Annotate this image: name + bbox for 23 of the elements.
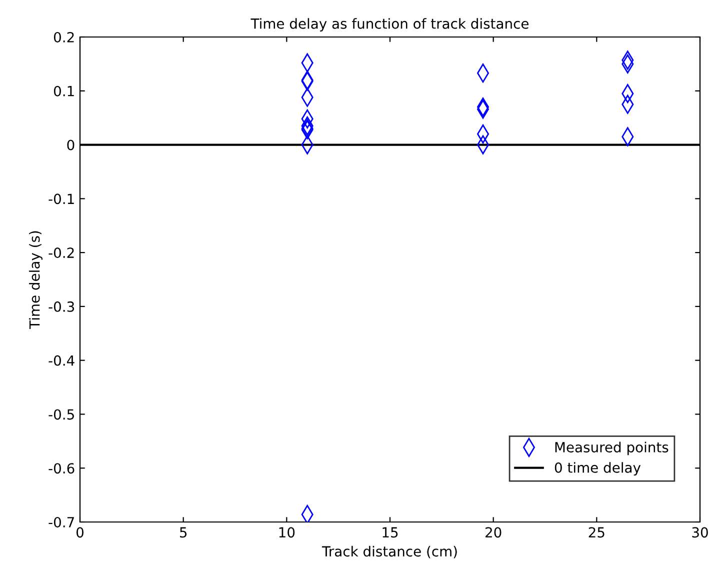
y-tick-label: 0.2 [54, 32, 74, 42]
x-tick-label: 0 [76, 527, 84, 538]
x-tick-label: 10 [279, 527, 295, 538]
y-tick-label: -0.1 [48, 194, 74, 204]
chart-title: Time delay as function of track distance [250, 18, 529, 32]
y-tick-label: -0.7 [48, 516, 74, 528]
legend-label: 0 time delay [554, 462, 641, 476]
x-tick-label: 5 [180, 527, 187, 538]
y-tick-label: -0.6 [48, 463, 74, 474]
x-tick-label: 15 [382, 527, 398, 538]
x-tick-label: 25 [588, 527, 604, 538]
y-tick-label: 0.1 [54, 86, 74, 96]
point [301, 504, 314, 522]
y-tick-label: -0.4 [48, 355, 74, 366]
y-axis-title: Time delay (s) [29, 231, 42, 329]
y-tick-label: -0.5 [48, 409, 74, 420]
x-tick-label: 20 [486, 527, 502, 538]
y-tick-label: -0.3 [48, 301, 74, 312]
x-tick-label: 30 [692, 527, 708, 538]
legend-label: Measured points [555, 442, 668, 456]
y-tick-label: -0.2 [48, 248, 74, 258]
y-tick-label: 0 [67, 140, 74, 150]
x-axis-title: Track distance (cm) [322, 546, 457, 558]
